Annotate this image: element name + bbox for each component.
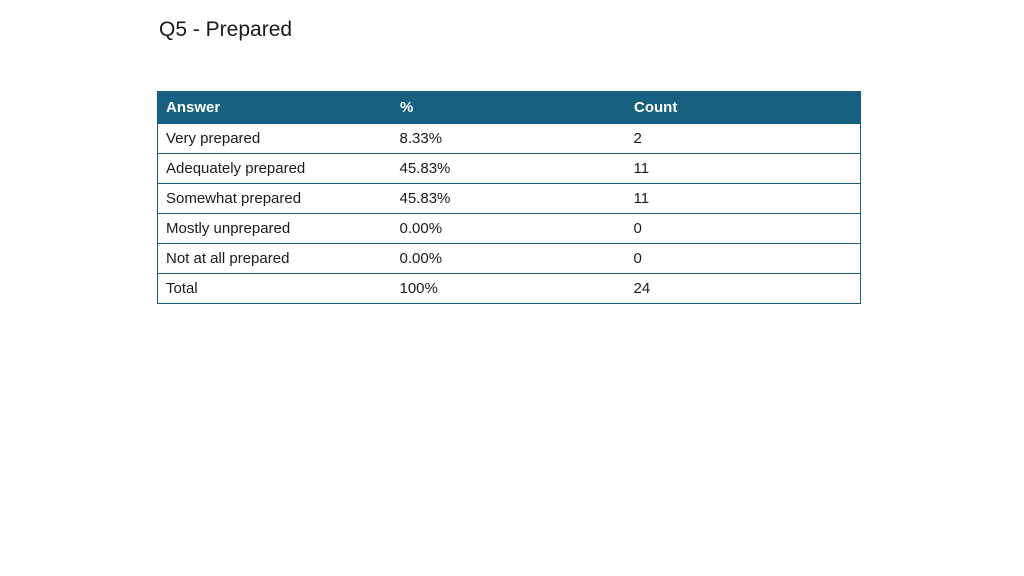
cell-answer: Mostly unprepared <box>157 213 392 244</box>
column-header-count: Count <box>625 91 861 124</box>
table-row: Not at all prepared 0.00% 0 <box>157 243 861 274</box>
table-row: Somewhat prepared 45.83% 11 <box>157 183 861 214</box>
column-header-answer: Answer <box>157 91 392 124</box>
table-row: Adequately prepared 45.83% 11 <box>157 153 861 184</box>
cell-answer: Very prepared <box>157 123 392 154</box>
column-header-percent: % <box>391 91 626 124</box>
page-title: Q5 - Prepared <box>159 18 293 41</box>
cell-percent: 0.00% <box>391 213 626 244</box>
cell-answer: Not at all prepared <box>157 243 392 274</box>
cell-count: 0 <box>625 243 861 274</box>
cell-count: 11 <box>625 183 861 214</box>
cell-percent: 0.00% <box>391 243 626 274</box>
cell-answer: Adequately prepared <box>157 153 392 184</box>
cell-percent: 45.83% <box>391 183 626 214</box>
cell-answer: Somewhat prepared <box>157 183 392 214</box>
cell-count: 0 <box>625 213 861 244</box>
table-row-total: Total 100% 24 <box>157 273 861 304</box>
table-header: Answer % Count <box>157 91 861 124</box>
header-row: Answer % Count <box>157 91 861 124</box>
table-row: Very prepared 8.33% 2 <box>157 123 861 154</box>
table-body: Very prepared 8.33% 2 Adequately prepare… <box>157 123 861 304</box>
results-table: Answer % Count Very prepared 8.33% 2 Ade… <box>157 91 861 304</box>
table-row: Mostly unprepared 0.00% 0 <box>157 213 861 244</box>
cell-count: 2 <box>625 123 861 154</box>
cell-percent: 100% <box>391 273 626 304</box>
cell-count: 24 <box>625 273 861 304</box>
cell-answer: Total <box>157 273 392 304</box>
cell-percent: 45.83% <box>391 153 626 184</box>
cell-percent: 8.33% <box>391 123 626 154</box>
cell-count: 11 <box>625 153 861 184</box>
